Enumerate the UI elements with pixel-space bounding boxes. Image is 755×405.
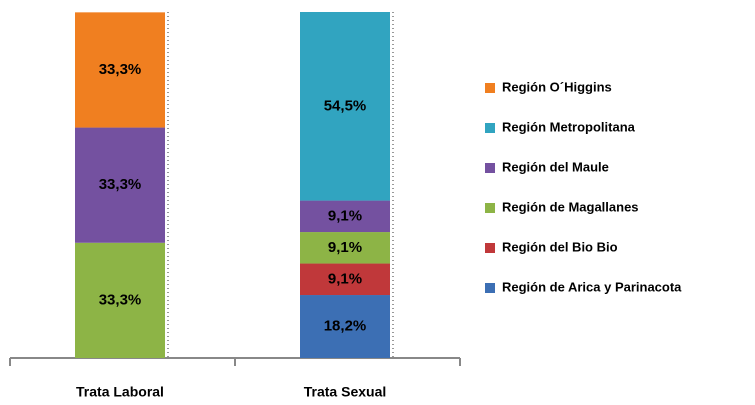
data-label: 33,3% [99,176,142,193]
bar-segment [300,232,390,264]
legend-label: Región O´Higgins [502,79,612,94]
legend-label: Región del Maule [502,159,609,174]
data-label: 9,1% [328,270,362,287]
x-tick-label: Trata Laboral [76,384,164,400]
bar-segment [75,127,165,243]
bar-segment [300,12,390,201]
data-label: 33,3% [99,61,142,78]
legend-swatch [485,203,495,213]
data-label: 9,1% [328,207,362,224]
bar-segment [75,242,165,358]
legend-label: Región de Magallanes [502,199,639,214]
legend-swatch [485,283,495,293]
legend-swatch [485,123,495,133]
legend-label: Región de Arica y Parinacota [502,279,682,294]
legend-swatch [485,243,495,253]
data-label: 18,2% [324,317,367,334]
legend-label: Región del Bio Bio [502,239,618,254]
legend-label: Región Metropolitana [502,119,636,134]
bar-segment [75,12,165,128]
bar-segment [300,200,390,233]
legend-swatch [485,83,495,93]
legend-swatch [485,163,495,173]
data-label: 54,5% [324,97,367,114]
x-tick-label: Trata Sexual [304,384,387,400]
data-label: 9,1% [328,239,362,256]
bar-segment [300,295,390,358]
bar-segment [300,263,390,296]
data-label: 33,3% [99,291,142,308]
